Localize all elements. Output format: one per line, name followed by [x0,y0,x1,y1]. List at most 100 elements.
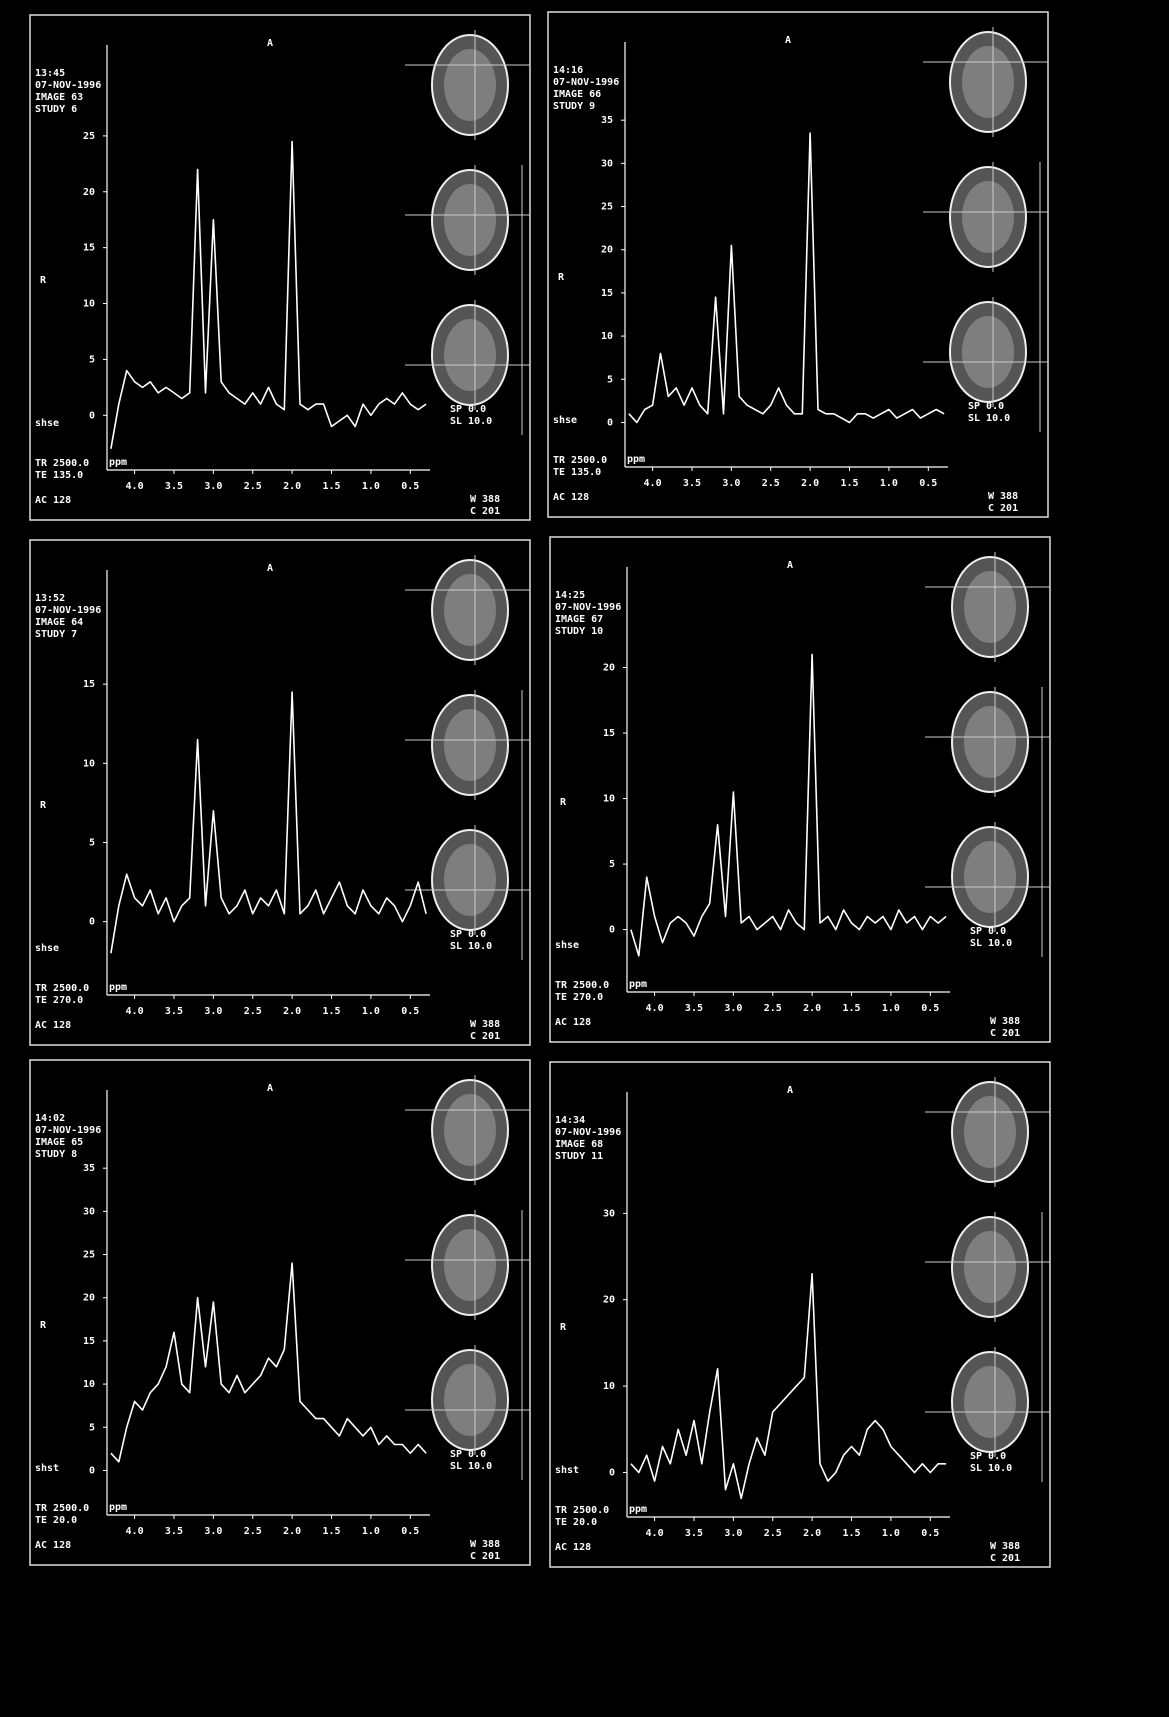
x-tick-label: 2.0 [283,1006,301,1017]
x-axis-label: ppm [629,1504,647,1515]
mri-image-inner [962,316,1014,388]
y-tick-label: 10 [603,1381,615,1392]
annotation: C 201 [470,506,500,517]
y-tick-label: 10 [83,299,95,310]
annotation: R [40,800,47,811]
annotation: AC 128 [555,1017,591,1028]
x-tick-label: 2.0 [283,481,301,492]
annotation: R [558,272,565,283]
mri-image-inner [444,319,496,391]
mri-image-inner [962,181,1014,253]
annotation: W 388 [988,491,1018,502]
x-tick-label: 4.0 [126,1006,144,1017]
y-tick-label: 10 [601,331,613,342]
x-tick-label: 3.0 [722,478,740,489]
x-tick-label: 3.5 [165,1006,183,1017]
x-tick-label: 2.0 [283,1526,301,1537]
y-tick-label: 15 [83,1336,95,1347]
annotation: SL 10.0 [968,413,1010,424]
annotation: SP 0.0 [450,929,486,940]
annotation: 13:45 [35,68,65,79]
x-tick-label: 2.5 [244,481,262,492]
y-tick-label: 20 [83,1293,95,1304]
annotation: AC 128 [555,1542,591,1553]
x-tick-label: 1.5 [842,1528,860,1539]
y-tick-label: 20 [83,187,95,198]
mri-image-inner [444,574,496,646]
y-tick-label: 15 [603,728,615,739]
x-tick-label: 4.0 [126,1526,144,1537]
y-tick-label: 5 [89,838,95,849]
annotation: TE 270.0 [35,995,83,1006]
y-tick-label: 0 [89,1465,95,1476]
x-tick-label: 1.0 [362,1526,380,1537]
mri-image-inner [964,706,1016,778]
annotation: STUDY 7 [35,629,77,640]
mri-image-inner [964,841,1016,913]
annotation: TR 2500.0 [555,1505,609,1516]
x-tick-label: 2.0 [803,1528,821,1539]
y-tick-label: 35 [83,1163,95,1174]
x-tick-label: 3.5 [165,1526,183,1537]
y-tick-label: 15 [601,288,613,299]
mri-image-inner [444,49,496,121]
annotation: C 201 [470,1031,500,1042]
annotation: R [560,1322,567,1333]
annotation: SL 10.0 [450,1461,492,1472]
x-tick-label: 0.5 [921,1528,939,1539]
annotation: IMAGE 67 [555,614,603,625]
y-tick-label: 35 [601,115,613,126]
annotation: SL 10.0 [970,938,1012,949]
annotation: TE 135.0 [553,467,601,478]
y-tick-label: 25 [601,202,613,213]
mri-image-inner [444,844,496,916]
x-tick-label: 3.5 [165,481,183,492]
annotation: A [787,560,793,571]
x-axis-label: ppm [109,1502,127,1513]
y-tick-label: 0 [609,1467,615,1478]
y-tick-label: 10 [83,1379,95,1390]
annotation: SP 0.0 [450,404,486,415]
x-axis-label: ppm [109,982,127,993]
annotation: 07-NOV-1996 [555,1127,621,1138]
annotation: shst [555,1465,579,1476]
x-tick-label: 4.0 [126,481,144,492]
y-tick-label: 20 [603,663,615,674]
mri-image-inner [444,184,496,256]
x-tick-label: 1.5 [842,1003,860,1014]
annotation: shse [553,415,577,426]
annotation: TE 135.0 [35,470,83,481]
annotation: 07-NOV-1996 [35,605,101,616]
y-tick-label: 30 [83,1206,95,1217]
annotation: IMAGE 65 [35,1137,83,1148]
x-tick-label: 1.5 [322,1526,340,1537]
annotation: TR 2500.0 [555,980,609,991]
x-tick-label: 1.0 [362,481,380,492]
x-tick-label: 2.5 [764,1528,782,1539]
annotation: 07-NOV-1996 [35,80,101,91]
annotation: AC 128 [35,1020,71,1031]
x-axis-label: ppm [109,457,127,468]
y-tick-label: 25 [83,1250,95,1261]
y-tick-label: 0 [89,410,95,421]
annotation: SP 0.0 [970,1451,1006,1462]
annotation: AC 128 [553,492,589,503]
y-tick-label: 5 [607,374,613,385]
annotation: 14:02 [35,1113,65,1124]
x-tick-label: 3.5 [685,1528,703,1539]
annotation: TR 2500.0 [35,983,89,994]
mri-image-inner [444,1094,496,1166]
mri-image-inner [444,1229,496,1301]
y-tick-label: 10 [603,794,615,805]
mri-image-inner [964,1231,1016,1303]
annotation: 07-NOV-1996 [553,77,619,88]
x-tick-label: 3.0 [724,1003,742,1014]
annotation: W 388 [990,1016,1020,1027]
x-tick-label: 4.0 [646,1003,664,1014]
annotation: TE 20.0 [555,1517,597,1528]
annotation: 13:52 [35,593,65,604]
y-tick-label: 20 [603,1295,615,1306]
x-axis-label: ppm [627,454,645,465]
annotation: IMAGE 66 [553,89,601,100]
mri-image-inner [964,571,1016,643]
